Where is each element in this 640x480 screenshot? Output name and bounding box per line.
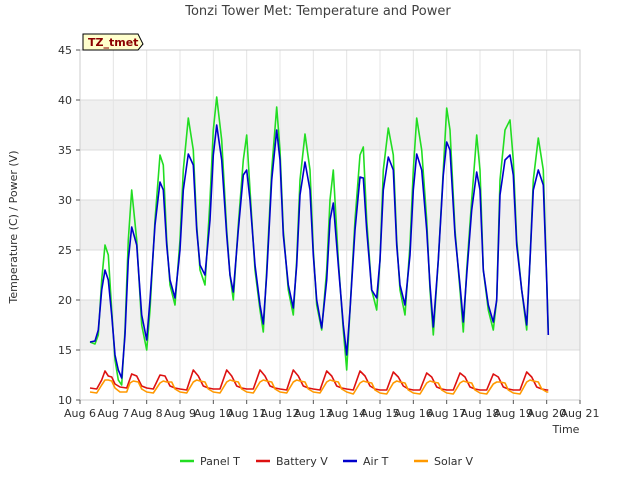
y-tick-label: 35 [58,144,72,157]
x-tick-label: Aug 15 [361,407,400,420]
plot-band [80,300,580,350]
series-line-air-t [89,124,550,379]
x-tick-label: Aug 6 [64,407,96,420]
plot-band [80,100,580,150]
legend: Panel T Battery V Air T Solar V [180,455,474,468]
x-tick-label: Aug 10 [194,407,233,420]
y-axis-label: Temperature (C) / Power (V) [7,150,20,304]
y-tick-label: 25 [58,244,72,257]
y-tick-label: 45 [58,44,72,57]
x-tick-label: Aug 13 [294,407,333,420]
station-badge: TZ_tmet [82,33,144,51]
y-tick-label: 15 [58,344,72,357]
x-tick-label: Aug 20 [527,407,566,420]
x-tick-label: Aug 8 [131,407,163,420]
series-layer [89,96,550,395]
plot-frame [79,49,581,401]
y-tick-label: 30 [58,194,72,207]
chart-title: Tonzi Tower Met: Temperature and Power [184,4,451,19]
y-tick-label: 20 [58,294,72,307]
legend-label-air-t: Air T [363,455,389,468]
y-tick-label: 40 [58,94,72,107]
x-tick-label: Aug 7 [97,407,129,420]
x-tick-label: Aug 16 [394,407,433,420]
plot-background [80,50,580,400]
badge-shape [82,33,144,51]
y-tick-label: 10 [58,394,72,407]
x-tick-label: Aug 11 [227,407,266,420]
x-tick-label: Aug 9 [164,407,196,420]
x-tick-label: Aug 17 [427,407,466,420]
x-tick-label: Aug 12 [261,407,300,420]
badge-label: TZ_tmet [88,36,138,49]
series-line-solar-v [89,379,549,395]
x-tick-label: Aug 21 [561,407,600,420]
legend-label-battery-v: Battery V [276,455,328,468]
series-line-panel-t [89,96,550,386]
x-tick-label: Aug 19 [494,407,533,420]
legend-label-solar-v: Solar V [434,455,474,468]
x-tick-label: Aug 18 [461,407,500,420]
legend-label-panel-t: Panel T [200,455,240,468]
x-tick-label: Aug 14 [327,407,366,420]
x-axis-label: Time [552,423,580,436]
